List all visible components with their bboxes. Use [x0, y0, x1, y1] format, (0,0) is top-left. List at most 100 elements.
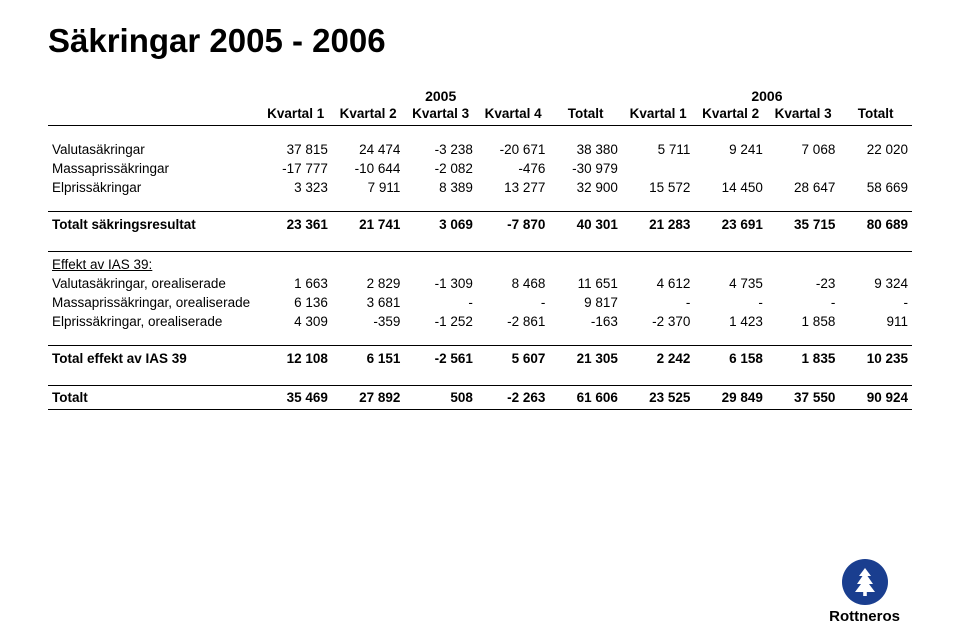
cell: 23 691 [694, 212, 766, 238]
table-row: Effekt av IAS 39: [48, 252, 912, 275]
cell: 6 158 [694, 346, 766, 372]
cell: 23 361 [259, 212, 331, 238]
cell [332, 252, 404, 275]
cell: 37 550 [767, 386, 839, 410]
cell: -23 [767, 274, 839, 293]
cell: 40 301 [549, 212, 622, 238]
table-row: Total effekt av IAS 3912 1086 151-2 5615… [48, 346, 912, 372]
cell: 21 305 [549, 346, 622, 372]
column-header: Kvartal 2 [694, 104, 766, 126]
table-body: Valutasäkringar37 81524 474-3 238-20 671… [48, 126, 912, 410]
cell: 35 469 [259, 386, 331, 410]
cell: 8 389 [404, 178, 476, 197]
table-row: Valutasäkringar37 81524 474-3 238-20 671… [48, 140, 912, 159]
row-label: Elprissäkringar, orealiserade [48, 312, 259, 331]
cell [622, 159, 694, 178]
cell: 35 715 [767, 212, 839, 238]
table-head: 20052006Kvartal 1Kvartal 2Kvartal 3Kvart… [48, 86, 912, 126]
cell: 9 324 [839, 274, 912, 293]
tree-icon [851, 567, 879, 597]
cell: 61 606 [549, 386, 622, 410]
cell: 9 241 [694, 140, 766, 159]
cell: 8 468 [477, 274, 549, 293]
cell: -2 861 [477, 312, 549, 331]
cell: - [767, 293, 839, 312]
cell: 28 647 [767, 178, 839, 197]
cell: 3 323 [259, 178, 331, 197]
page-title: Säkringar 2005 - 2006 [48, 22, 912, 60]
cell: -2 370 [622, 312, 694, 331]
cell: - [694, 293, 766, 312]
cell: 80 689 [839, 212, 912, 238]
column-header: Kvartal 3 [767, 104, 839, 126]
year-group-header: 2006 [622, 86, 912, 104]
column-header: Totalt [549, 104, 622, 126]
logo-circle-icon [842, 559, 888, 605]
cell: - [477, 293, 549, 312]
cell: 22 020 [839, 140, 912, 159]
cell [767, 159, 839, 178]
cell [694, 252, 766, 275]
cell: 5 711 [622, 140, 694, 159]
cell [477, 252, 549, 275]
cell: -10 644 [332, 159, 404, 178]
table-row: Massaprissäkringar, orealiserade6 1363 6… [48, 293, 912, 312]
cell: 9 817 [549, 293, 622, 312]
cell: 1 835 [767, 346, 839, 372]
cell: 21 283 [622, 212, 694, 238]
row-label: Totalt [48, 386, 259, 410]
cell: 10 235 [839, 346, 912, 372]
cell: 15 572 [622, 178, 694, 197]
cell: 3 681 [332, 293, 404, 312]
data-table: 20052006Kvartal 1Kvartal 2Kvartal 3Kvart… [48, 86, 912, 410]
cell: -2 082 [404, 159, 476, 178]
cell: -20 671 [477, 140, 549, 159]
cell: 14 450 [694, 178, 766, 197]
cell: 1 663 [259, 274, 331, 293]
cell [767, 252, 839, 275]
cell [622, 252, 694, 275]
cell: -476 [477, 159, 549, 178]
brand-logo: Rottneros [829, 559, 900, 625]
cell: -2 263 [477, 386, 549, 410]
cell: 1 423 [694, 312, 766, 331]
table-row: Totalt säkringsresultat23 36121 7413 069… [48, 212, 912, 238]
cell: 4 612 [622, 274, 694, 293]
cell: -3 238 [404, 140, 476, 159]
cell [549, 252, 622, 275]
cell: 90 924 [839, 386, 912, 410]
cell: 12 108 [259, 346, 331, 372]
cell: 24 474 [332, 140, 404, 159]
cell: -1 252 [404, 312, 476, 331]
cell: 4 309 [259, 312, 331, 331]
cell: 1 858 [767, 312, 839, 331]
cell: -30 979 [549, 159, 622, 178]
cell: 2 829 [332, 274, 404, 293]
column-header: Kvartal 2 [332, 104, 404, 126]
cell: 29 849 [694, 386, 766, 410]
column-header: Kvartal 4 [477, 104, 549, 126]
cell: - [404, 293, 476, 312]
cell: 23 525 [622, 386, 694, 410]
cell: 11 651 [549, 274, 622, 293]
cell: 38 380 [549, 140, 622, 159]
cell [259, 252, 331, 275]
cell: 32 900 [549, 178, 622, 197]
cell: 4 735 [694, 274, 766, 293]
cell: 6 151 [332, 346, 404, 372]
cell: - [839, 293, 912, 312]
cell [694, 159, 766, 178]
cell [839, 252, 912, 275]
cell [839, 159, 912, 178]
table-row: Massaprissäkringar-17 777-10 644-2 082-4… [48, 159, 912, 178]
cell: 58 669 [839, 178, 912, 197]
cell: -359 [332, 312, 404, 331]
table-row: Elprissäkringar, orealiserade4 309-359-1… [48, 312, 912, 331]
cell: - [622, 293, 694, 312]
cell: -7 870 [477, 212, 549, 238]
cell: 2 242 [622, 346, 694, 372]
row-label: Valutasäkringar [48, 140, 259, 159]
cell: 21 741 [332, 212, 404, 238]
cell: -1 309 [404, 274, 476, 293]
cell: 5 607 [477, 346, 549, 372]
